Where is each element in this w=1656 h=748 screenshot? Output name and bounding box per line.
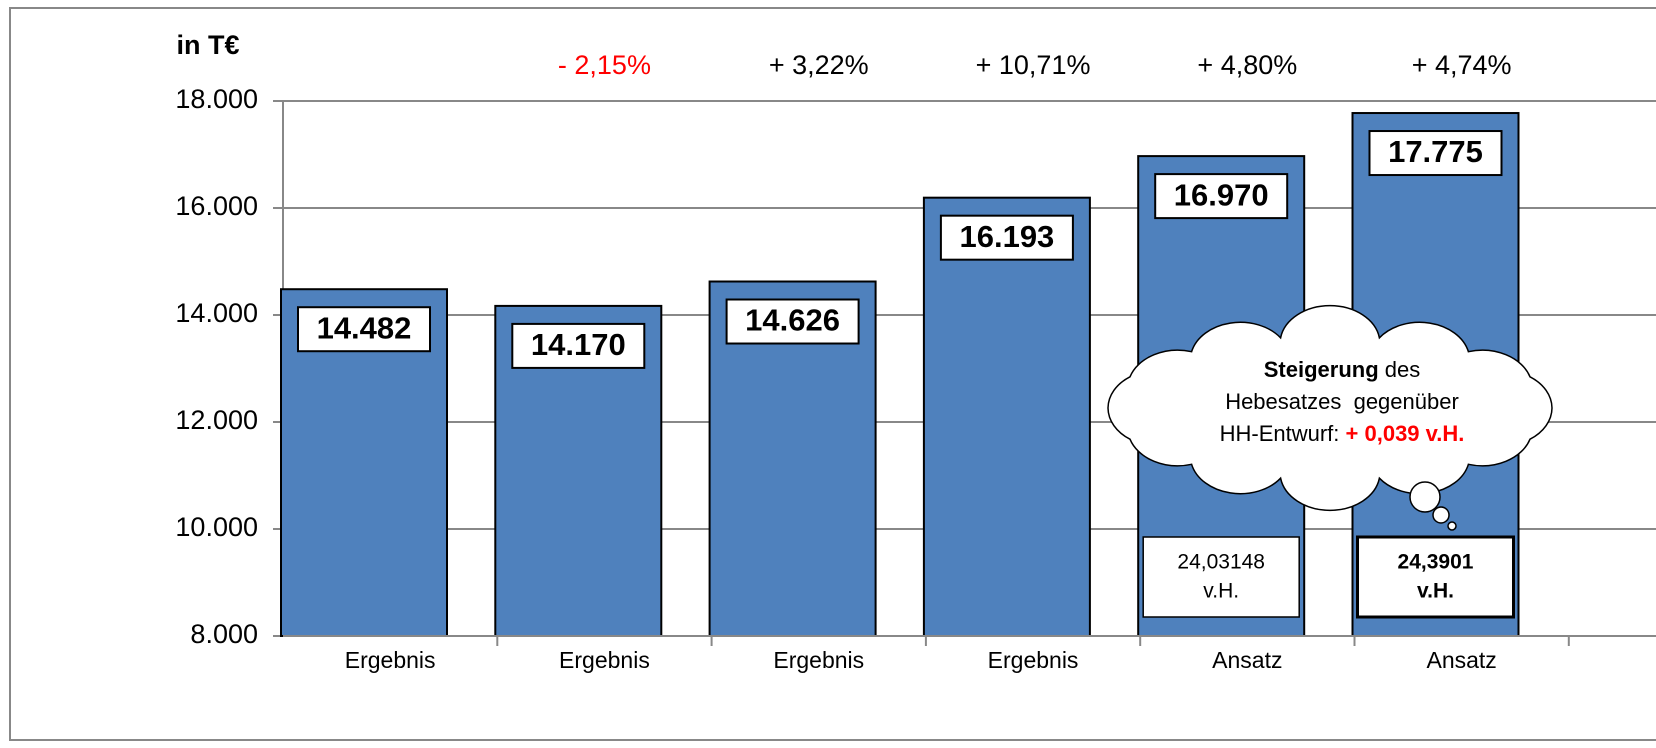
value-label-box: [511, 322, 646, 369]
x-tick-label: Ansatz: [1212, 647, 1282, 673]
callout-text: HH-Entwurf: + 0,039 v.H.: [1220, 421, 1465, 446]
y-tick-label: 18.000: [175, 84, 258, 114]
y-tick-label: 14.000: [175, 298, 258, 328]
callout-bubble: [1409, 481, 1441, 513]
rate-text: 24,3901: [1398, 551, 1474, 574]
callout-part: Hebesatzes gegenüber: [1225, 389, 1459, 414]
x-tick-label: Ergebnis: [988, 647, 1079, 673]
callout-part: HH-Entwurf:: [1220, 421, 1346, 446]
x-tick-label: Ergebnis: [559, 647, 650, 673]
change-label: - 2,15%: [558, 50, 651, 80]
callout-bubble: [1447, 521, 1457, 531]
value-label-box: [1154, 173, 1289, 220]
x-tick-label: Ergebnis: [345, 647, 436, 673]
y-tick-label: 16.000: [175, 191, 258, 221]
rate-text: 24,03148: [1177, 551, 1265, 574]
change-label: + 10,71%: [976, 50, 1091, 80]
value-label: 16.970: [1174, 177, 1269, 212]
change-label: + 3,22%: [769, 50, 869, 80]
y-tick-label: 12.000: [175, 405, 258, 435]
rate-text: v.H.: [1417, 580, 1454, 603]
callout-part: des: [1379, 357, 1421, 382]
value-label-box: [1368, 130, 1503, 177]
value-label: 17.775: [1388, 134, 1483, 169]
value-label-box: [297, 306, 431, 353]
change-label: + 4,74%: [1412, 50, 1512, 80]
rate-box: [1356, 535, 1515, 619]
y-tick-label: 8.000: [190, 619, 258, 649]
value-label: 16.193: [959, 219, 1054, 254]
value-label: 14.626: [745, 303, 840, 338]
callout-cloud: [1107, 304, 1553, 512]
callout-text: Hebesatzes gegenüber: [1225, 389, 1459, 414]
x-tick-label: Ansatz: [1426, 647, 1496, 673]
callout-part: + 0,039 v.H.: [1346, 421, 1465, 446]
value-label-box: [725, 298, 860, 345]
value-label-box: [939, 214, 1074, 261]
x-tick-label: Ergebnis: [773, 647, 864, 673]
y-tick-label: 10.000: [175, 512, 258, 542]
bar: [922, 196, 1091, 637]
callout-bubble: [1432, 506, 1450, 524]
value-label: 14.170: [531, 327, 626, 362]
y-axis-label: in T€: [176, 30, 239, 60]
rate-text: v.H.: [1203, 580, 1239, 603]
value-label: 14.482: [317, 310, 412, 345]
callout-part: Steigerung: [1264, 357, 1379, 382]
rate-box: [1142, 536, 1300, 618]
callout-text: Steigerung des: [1264, 357, 1421, 382]
change-label: + 4,80%: [1197, 50, 1297, 80]
